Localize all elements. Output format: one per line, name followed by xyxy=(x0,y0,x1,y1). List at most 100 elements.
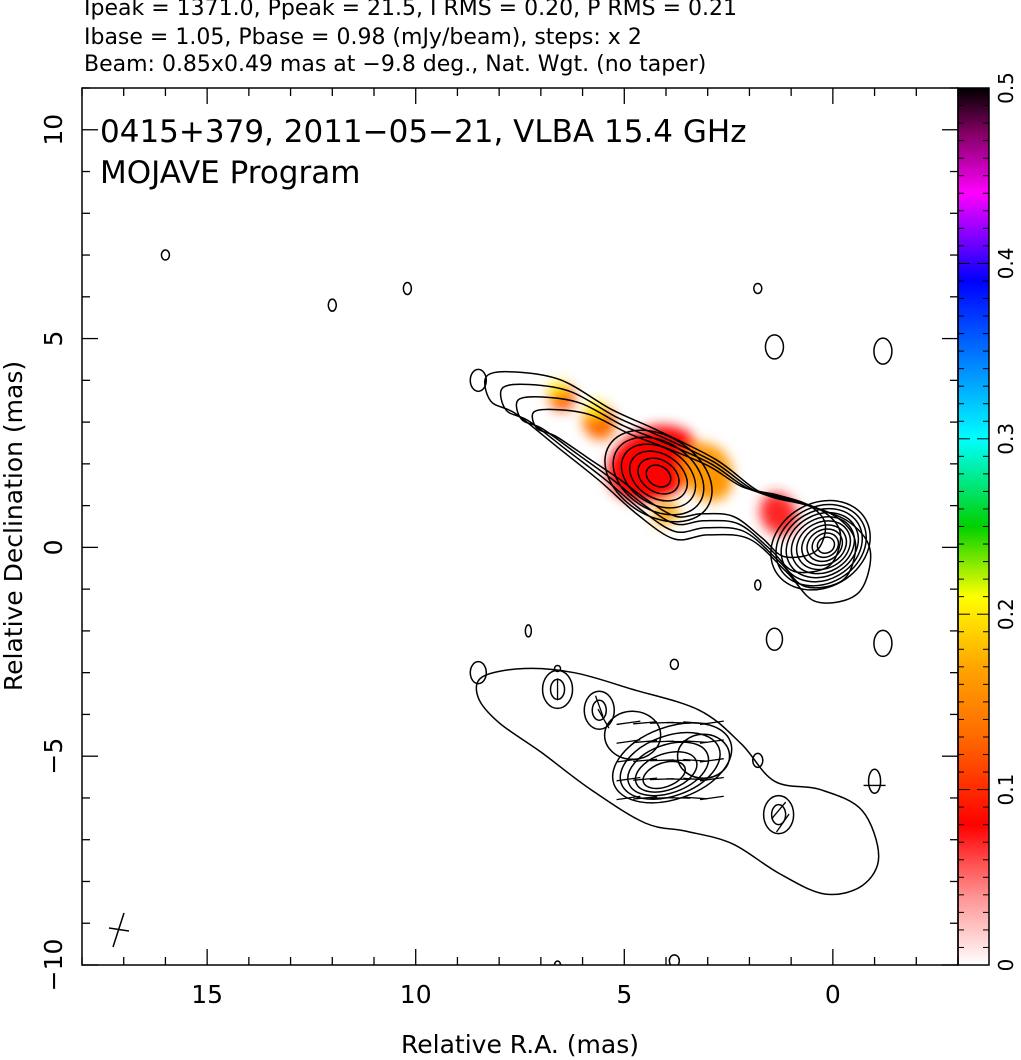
core-contour xyxy=(785,511,860,579)
core-contour xyxy=(816,536,836,555)
evpa-vector xyxy=(633,796,658,800)
core-contour xyxy=(811,532,840,559)
y-tick-label: 10 xyxy=(39,114,68,146)
noise-contour xyxy=(160,249,171,261)
evpa-vector xyxy=(683,777,708,781)
evpa-vector xyxy=(683,721,708,725)
evpa-vector xyxy=(633,721,658,725)
knot-contour xyxy=(645,464,672,488)
evpa-vector xyxy=(699,776,724,782)
noise-contour xyxy=(553,664,562,673)
plot-frame xyxy=(81,87,959,966)
contour-layer xyxy=(160,249,893,965)
header-line-2: Ibase = 1.05, Pbase = 0.98 (mJy/beam), s… xyxy=(84,25,642,50)
colorbar-ticks xyxy=(958,87,989,966)
lower-component-contour xyxy=(583,690,616,731)
x-tick-label: 15 xyxy=(191,980,223,1009)
y-tick-label: −5 xyxy=(39,738,68,775)
lower-component-contour xyxy=(591,699,608,722)
y-tick-label: 5 xyxy=(39,331,68,347)
polarization-blob xyxy=(759,492,798,536)
colorbar-label: 0 xyxy=(994,959,1018,972)
noise-contour xyxy=(669,658,680,671)
noise-contour xyxy=(553,960,562,965)
x-tick-label: 10 xyxy=(400,980,432,1009)
evpa-vector xyxy=(699,739,724,744)
evpa-vector xyxy=(683,758,708,762)
noise-contour xyxy=(402,281,413,296)
evpa-vector xyxy=(683,796,708,800)
noise-contour xyxy=(873,629,893,658)
noise-contour xyxy=(327,298,338,312)
tick-labels: 15 10 5 0 10 5 0 −5 −10 xyxy=(39,114,841,1009)
evpa-vector xyxy=(616,739,641,744)
core-contour xyxy=(775,503,867,587)
evpa-vector xyxy=(633,739,658,744)
noise-contour xyxy=(867,768,882,794)
noise-contour xyxy=(873,337,893,365)
core-contour xyxy=(801,524,848,567)
evpa-vector xyxy=(594,695,604,717)
evpa-vector xyxy=(699,795,724,801)
colorbar-label: 0.5 xyxy=(994,72,1018,104)
core-contour xyxy=(795,520,852,571)
evpa-vector xyxy=(616,758,641,763)
noise-contour xyxy=(764,334,785,360)
core-contour xyxy=(780,507,864,583)
noise-contour xyxy=(524,624,533,638)
y-axis-label: Relative Declination (mas) xyxy=(0,361,28,691)
colorbar-label: 0.1 xyxy=(994,774,1018,806)
y-tick-label: −10 xyxy=(39,939,68,992)
lower-knot-contour xyxy=(642,760,686,790)
lower-map-contour xyxy=(475,667,880,896)
knot-contour xyxy=(620,443,697,509)
lower-component-contour xyxy=(762,794,795,835)
polarization-blob xyxy=(607,425,700,503)
upper-jet-contour xyxy=(531,408,827,559)
axis-ticks xyxy=(81,87,959,966)
knot-contour xyxy=(604,429,713,523)
knot-contour xyxy=(612,436,705,516)
noise-contour xyxy=(469,660,488,685)
x-axis-label: Relative R.A. (mas) xyxy=(401,1030,639,1059)
evpa-vector xyxy=(699,720,724,726)
evpa-vector xyxy=(616,776,641,782)
knot-contour xyxy=(628,450,688,502)
colorbar-label: 0.4 xyxy=(994,247,1018,279)
colorbar-label: 0.2 xyxy=(994,598,1018,630)
evpa-vector xyxy=(633,777,658,781)
noise-contour xyxy=(668,954,681,965)
plot-subtitle: MOJAVE Program xyxy=(100,155,360,191)
colorbar-label: 0.3 xyxy=(994,423,1018,455)
evpa-vector xyxy=(775,813,790,833)
noise-contour xyxy=(469,368,488,393)
evpa-vector xyxy=(771,801,787,820)
lower-component-contour xyxy=(541,669,574,710)
knot-contour xyxy=(637,457,680,495)
lower-knot-contour xyxy=(676,733,731,779)
noise-contour xyxy=(753,282,763,295)
lower-knot-contour xyxy=(634,750,698,793)
beam-marker xyxy=(108,912,130,948)
x-tick-label: 5 xyxy=(616,980,632,1009)
upper-jet-contour xyxy=(499,383,857,589)
evpa-vector xyxy=(683,740,708,744)
noise-contour xyxy=(752,752,764,769)
evpa-vector xyxy=(633,758,658,763)
lower-component-contour xyxy=(770,803,787,826)
lower-knot-contour xyxy=(627,741,710,797)
upper-jet-contour xyxy=(484,370,872,604)
header-line-1: Ipeak = 1371.0, Ppeak = 21.5, I RMS = 0.… xyxy=(84,0,737,21)
evpa-vector xyxy=(699,758,724,763)
upper-jet-contour xyxy=(515,396,842,574)
plot-title: 0415+379, 2011−05−21, VLBA 15.4 GHz xyxy=(100,114,746,150)
core-contour xyxy=(790,516,856,575)
evpa-vector xyxy=(597,708,610,729)
evpa-vector xyxy=(616,720,641,726)
core-contour xyxy=(770,499,871,591)
evpa-vectors xyxy=(556,678,886,833)
noise-contour xyxy=(765,627,784,652)
header-line-3: Beam: 0.85x0.49 mas at −9.8 deg., Nat. W… xyxy=(84,52,707,77)
evpa-vector xyxy=(616,795,641,801)
